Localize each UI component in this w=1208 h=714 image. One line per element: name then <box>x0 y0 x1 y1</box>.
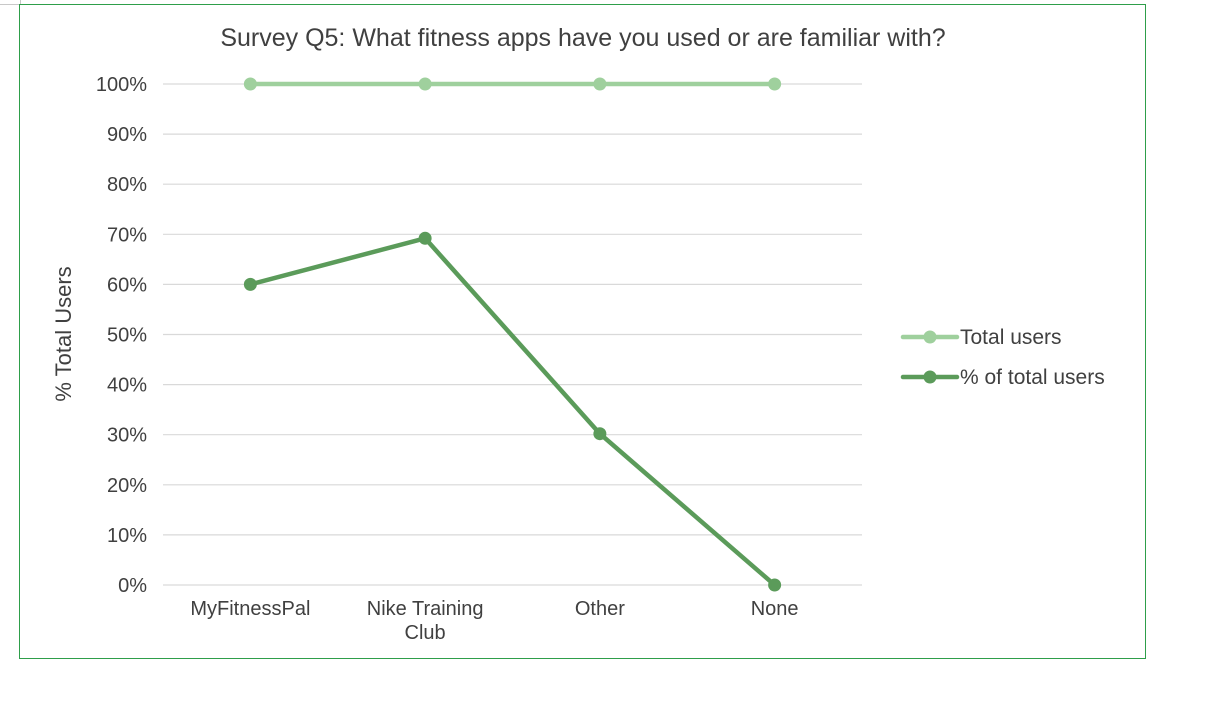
y-tick-label: 30% <box>107 425 147 447</box>
legend-item[interactable]: Total users <box>900 326 1062 349</box>
y-tick-label: 40% <box>107 375 147 397</box>
y-axis-title: % Total Users <box>51 266 76 401</box>
data-point[interactable] <box>243 77 257 91</box>
data-point[interactable] <box>418 77 432 91</box>
data-point[interactable] <box>593 77 607 91</box>
corner-mark <box>0 0 21 5</box>
y-tick-label: 90% <box>107 124 147 146</box>
legend-item[interactable]: % of total users <box>900 366 1105 389</box>
legend[interactable]: Total users % of total users <box>900 326 1105 389</box>
legend-label: Total users <box>960 326 1062 349</box>
x-tick-label: Nike Training Club <box>367 598 484 644</box>
series-1 <box>243 77 782 91</box>
data-point[interactable] <box>243 277 257 291</box>
data-point[interactable] <box>418 231 432 245</box>
x-tick-label: MyFitnessPal <box>190 598 310 620</box>
y-tick-label: 70% <box>107 224 147 246</box>
legend-swatch-marker <box>923 370 937 384</box>
x-tick-label: Other <box>575 598 625 620</box>
x-tick-label: None <box>751 598 799 620</box>
series-2 <box>243 231 782 592</box>
y-tick-label: 60% <box>107 274 147 296</box>
y-tick-label: 0% <box>118 575 147 597</box>
legend-swatch-marker <box>923 330 937 344</box>
y-tick-label: 80% <box>107 174 147 196</box>
chart-title: Survey Q5: What fitness apps have you us… <box>220 24 945 52</box>
legend-label: % of total users <box>960 366 1105 389</box>
y-tick-label: 10% <box>107 525 147 547</box>
data-point[interactable] <box>768 77 782 91</box>
series-layer <box>243 77 782 592</box>
series-line <box>248 236 777 588</box>
y-tick-label: 50% <box>107 325 147 347</box>
data-point[interactable] <box>593 427 607 441</box>
chart-frame <box>19 4 1146 659</box>
y-tick-label: 20% <box>107 475 147 497</box>
data-point[interactable] <box>768 578 782 592</box>
y-tick-label: 100% <box>96 74 147 96</box>
x-tick-labels: MyFitnessPal Nike Training Club Other None <box>190 598 798 644</box>
y-tick-labels: 0% 10% 20% 30% 40% 50% 60% 70% 80% 90% 100% <box>96 74 147 597</box>
